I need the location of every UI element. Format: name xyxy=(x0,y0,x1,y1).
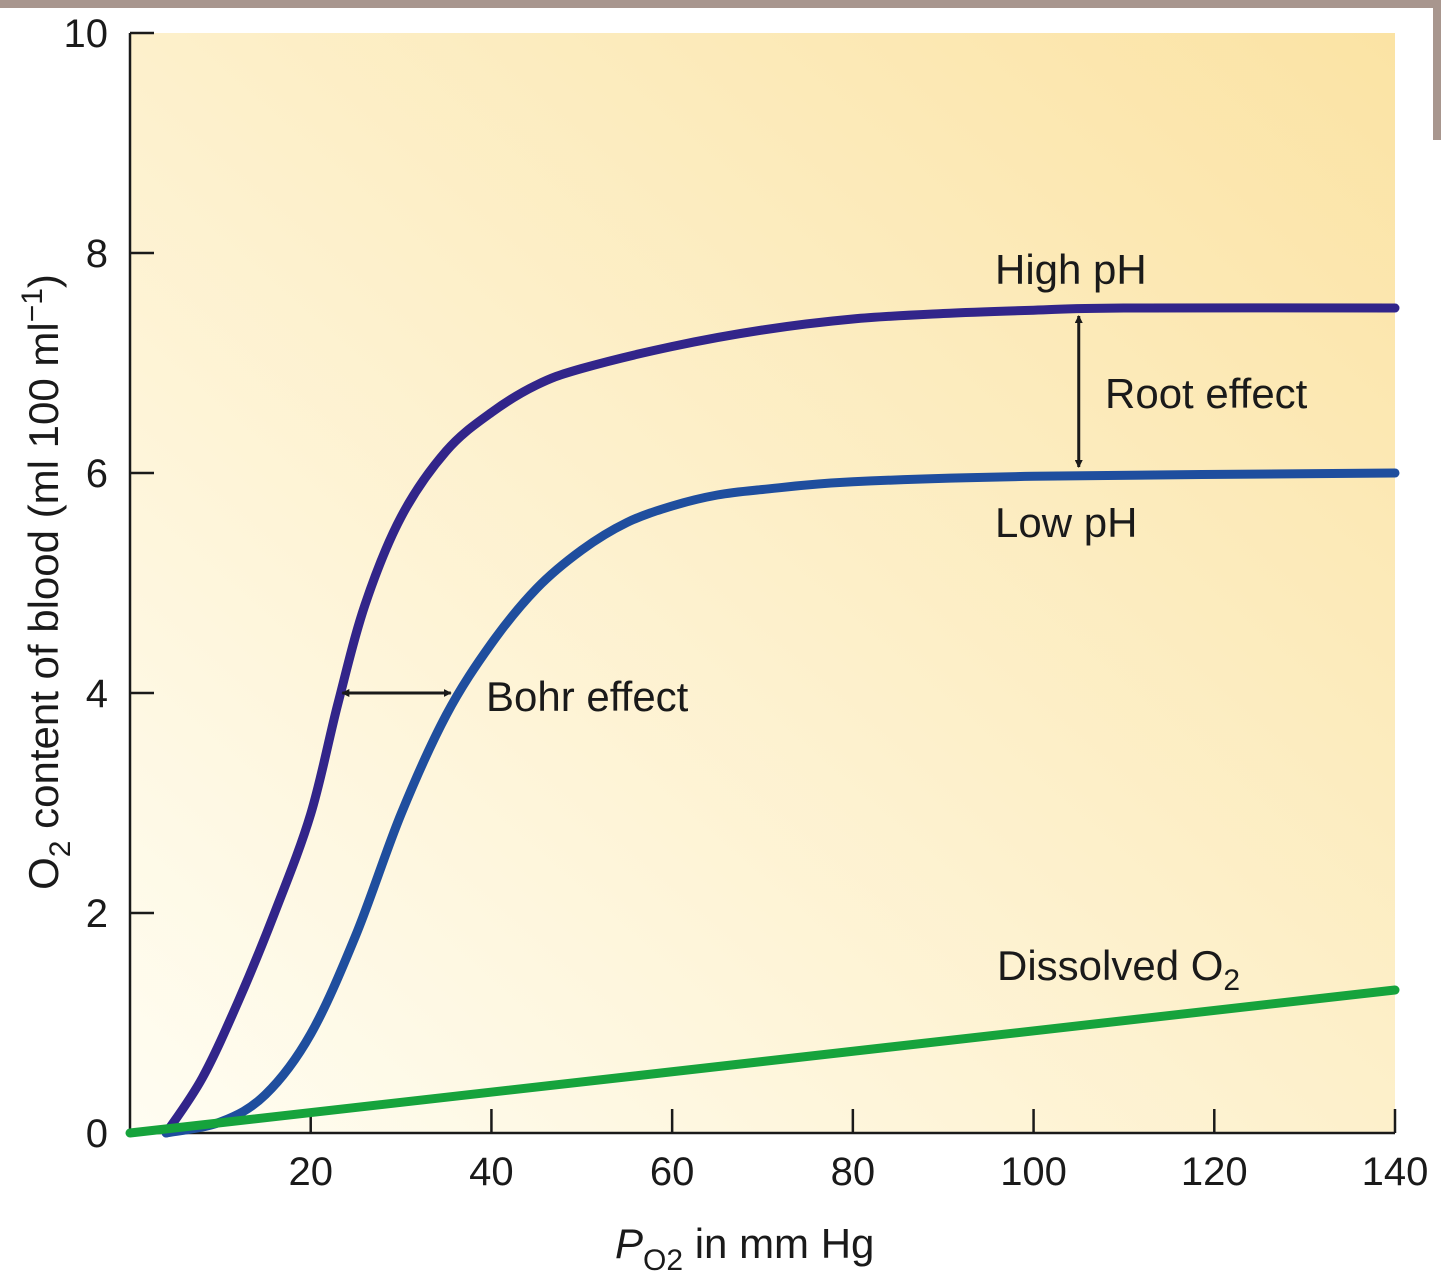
y-axis-title-mid: content of blood (ml 100 ml xyxy=(20,322,67,840)
y-axis-title-end: ) xyxy=(20,274,67,288)
y-axis-title-sub: 2 xyxy=(44,841,77,858)
y-tick-label: 2 xyxy=(86,892,108,936)
y-tick-label: 8 xyxy=(86,232,108,276)
root-effect-label: Root effect xyxy=(1105,370,1308,417)
y-tick-label: 4 xyxy=(86,672,108,716)
y-axis-title: O2 content of blood (ml 100 ml−1) xyxy=(16,274,77,890)
x-tick-label: 100 xyxy=(1000,1150,1067,1194)
x-axis-title-sub: O2 xyxy=(643,1244,683,1277)
x-tick-label: 120 xyxy=(1181,1150,1248,1194)
x-axis-title-p: P xyxy=(615,1220,643,1267)
dissolved-o2-label: Dissolved O2 xyxy=(997,942,1240,997)
low-ph-label: Low pH xyxy=(995,499,1137,546)
x-tick-label: 140 xyxy=(1362,1150,1429,1194)
bohr-effect-label: Bohr effect xyxy=(486,673,689,720)
y-tick-label: 0 xyxy=(86,1112,108,1156)
x-tick-label: 60 xyxy=(650,1150,695,1194)
high-ph-label: High pH xyxy=(995,246,1147,293)
y-tick-label: 10 xyxy=(64,12,109,56)
x-axis-title: PO2 in mm Hg xyxy=(615,1220,874,1277)
dissolved-o2-text: Dissolved O xyxy=(997,942,1223,989)
x-tick-label: 40 xyxy=(469,1150,514,1194)
dissolved-o2-subscript: 2 xyxy=(1223,964,1240,997)
y-axis-title-o: O xyxy=(20,857,67,890)
y-axis-title-sup: −1 xyxy=(16,288,49,322)
x-axis-title-rest: in mm Hg xyxy=(683,1220,874,1267)
x-tick-label: 20 xyxy=(288,1150,333,1194)
y-tick-label: 6 xyxy=(86,452,108,496)
x-tick-label: 80 xyxy=(831,1150,876,1194)
